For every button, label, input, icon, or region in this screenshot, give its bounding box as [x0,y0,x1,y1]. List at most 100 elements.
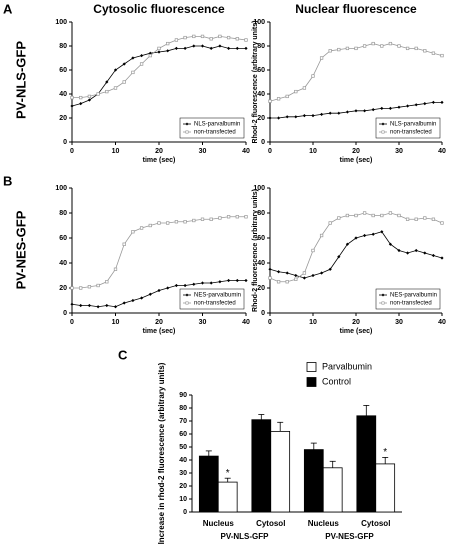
y-tick-label: 80 [179,405,187,412]
data-point [362,44,367,48]
data-point [406,104,410,108]
data-point [345,242,349,246]
y-tick-label: 0 [63,139,67,146]
data-point [122,301,126,305]
data-point [244,215,248,219]
chart-title: Nuclear fluorescence [295,2,417,16]
data-point [423,251,427,255]
data-point [440,53,444,58]
data-point [122,242,126,246]
data-point [362,211,367,215]
data-point [96,92,100,96]
data-point [294,273,298,278]
data-point [337,216,341,220]
data-point [285,271,289,275]
data-point [183,46,187,50]
data-point [200,34,205,39]
data-point [105,303,109,308]
data-point [397,105,401,109]
data-point [302,86,307,90]
data-point [87,98,91,102]
data-point [183,35,187,40]
x-axis-label: time (sec) [143,157,176,164]
data-point [174,38,179,42]
data-point [235,278,239,283]
data-point [311,114,315,118]
data-point [218,44,222,48]
y-tick-label: 100 [55,185,67,192]
data-point [354,213,358,218]
series-line [269,212,443,283]
panel-label: B [3,173,12,188]
legend-label: non-transfected [194,301,236,307]
legend-label: NES-parvalbumin [194,293,241,299]
y-tick-label: 20 [59,115,67,122]
legend-box [375,117,441,139]
x-tick-label: 10 [112,148,120,155]
data-point [423,216,427,220]
data-point [363,109,367,113]
data-point [157,46,161,51]
data-point [431,51,436,55]
data-point [192,282,196,286]
x-tick-label: 10 [309,148,317,155]
data-point [397,44,401,48]
x-tick-label: 30 [395,319,403,326]
data-point [276,280,281,284]
data-point [354,46,358,51]
data-point [192,34,196,39]
data-point [70,95,74,100]
y-axis-label: Rhod-2 fluorescence (arbitrary units) [252,21,259,144]
x-tick-label: Cytosol [361,519,390,528]
data-point [302,114,306,118]
data-point [320,112,324,116]
data-point [268,116,272,120]
data-point [192,218,196,223]
data-point [380,44,384,48]
y-axis-label: Increase in rhod-2 fluorescence (arbitra… [157,362,166,544]
y-tick-label: 10 [179,496,187,503]
data-point [226,35,231,40]
data-point [218,34,222,39]
data-point [122,80,126,84]
group-label: PV-NES-GFP [325,532,374,541]
data-point [209,217,213,221]
data-point [380,213,384,218]
y-tick-label: 40 [257,260,265,267]
data-point [105,89,109,94]
data-point [405,46,410,51]
x-tick-label: 40 [242,319,250,326]
y-tick-label: 40 [257,91,265,98]
data-point [320,271,324,275]
x-tick-label: 0 [268,319,272,326]
data-point [209,281,213,285]
data-point [345,213,350,218]
data-point [406,251,410,255]
data-point [235,215,239,219]
data-point [166,286,170,290]
data-point [311,248,315,253]
data-point [285,115,289,119]
x-tick-label: Nucleus [203,519,235,528]
data-point [183,283,187,288]
y-tick-label: 40 [179,457,187,464]
data-point [227,278,231,283]
data-point [423,49,427,53]
y-tick-label: 40 [59,91,67,98]
bar [375,463,396,513]
data-point [131,230,135,234]
y-tick-label: 100 [55,19,67,26]
y-tick-label: 40 [59,260,67,267]
data-point [148,53,152,58]
y-tick-label: 60 [179,431,187,438]
data-point [113,86,118,90]
data-point [70,286,74,290]
x-axis-label: time (sec) [340,157,373,164]
data-point [388,106,392,110]
y-tick-label: 90 [179,392,187,399]
data-point [157,288,161,293]
data-point [371,232,375,236]
x-axis-label: time (sec) [340,328,373,335]
data-point [414,103,418,107]
